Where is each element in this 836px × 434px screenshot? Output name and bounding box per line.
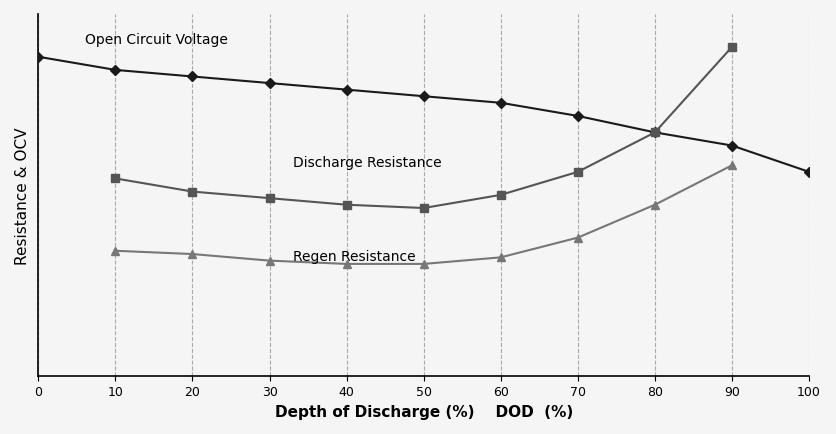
Text: Regen Resistance: Regen Resistance [293, 250, 415, 263]
Text: Open Circuit Voltage: Open Circuit Voltage [84, 33, 227, 47]
Text: Discharge Resistance: Discharge Resistance [293, 155, 441, 170]
X-axis label: Depth of Discharge (%)    DOD  (%): Depth of Discharge (%) DOD (%) [274, 404, 573, 419]
Y-axis label: Resistance & OCV: Resistance & OCV [15, 127, 30, 264]
